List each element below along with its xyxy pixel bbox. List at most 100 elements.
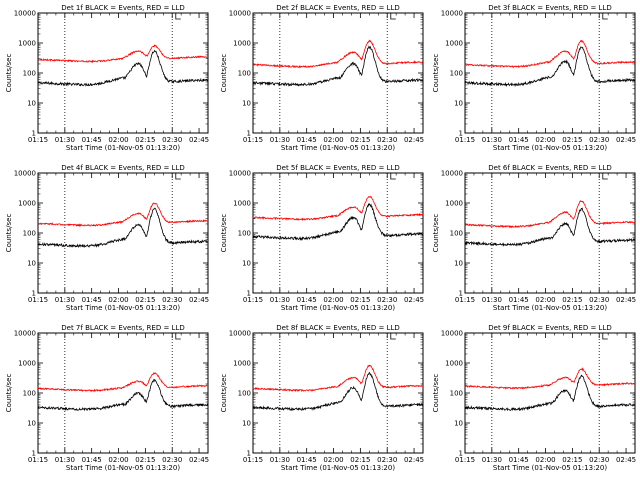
panel-title: Det 2f BLACK = Events, RED = LLD	[276, 4, 399, 12]
x-tick-label: 02:30	[377, 456, 397, 464]
x-tick-label: 01:45	[82, 136, 102, 144]
y-tick-label: 100	[238, 230, 251, 238]
y-tick-label: 10	[27, 260, 36, 268]
x-tick-label: 02:45	[189, 296, 209, 304]
detector-panel-8: Det 8f BLACK = Events, RED = LLD 01:15 01:…	[220, 324, 424, 472]
lld-series-line	[464, 367, 636, 390]
y-tick-label: 1	[247, 290, 251, 298]
plot-frame	[464, 12, 636, 134]
x-tick-label: 02:30	[162, 136, 182, 144]
x-tick-label: 01:30	[55, 136, 75, 144]
panel-title: Det 4f BLACK = Events, RED = LLD	[61, 164, 184, 172]
y-axis-label: Counts/sec	[5, 54, 13, 93]
y-tick-label: 100	[450, 390, 463, 398]
x-tick-label: 02:15	[135, 456, 155, 464]
x-tick-label: 01:45	[509, 456, 529, 464]
y-tick-label: 10	[454, 100, 463, 108]
y-tick-label: 100	[23, 230, 36, 238]
L-marker	[390, 13, 396, 20]
x-tick-label: 02:30	[589, 296, 609, 304]
x-tick-label: 02:15	[350, 136, 370, 144]
detector-panel-5: Det 5f BLACK = Events, RED = LLD 01:15 01:…	[220, 164, 424, 312]
y-tick-label: 1000	[445, 40, 463, 48]
x-tick-label: 01:15	[243, 296, 263, 304]
events-series-line	[252, 371, 424, 412]
panel-title: Det 1f BLACK = Events, RED = LLD	[61, 4, 184, 12]
detector-panel-6: Det 6f BLACK = Events, RED = LLD 01:15 01:…	[432, 164, 636, 312]
y-tick-label: 1	[459, 450, 463, 458]
panel-title: Det 3f BLACK = Events, RED = LLD	[488, 4, 611, 12]
detector-panel-2: Det 2f BLACK = Events, RED = LLD 01:15 01:…	[220, 4, 424, 152]
y-tick-label: 1000	[233, 40, 251, 48]
plot-frame	[464, 332, 636, 454]
x-tick-label: 01:45	[297, 456, 317, 464]
y-tick-label: 100	[450, 70, 463, 78]
L-marker	[602, 173, 608, 180]
x-tick-label: 01:15	[28, 136, 48, 144]
y-axis-label: Counts/sec	[432, 214, 440, 253]
x-tick-label: 01:15	[455, 456, 475, 464]
plot-frame	[37, 172, 209, 294]
y-tick-label: 10	[27, 100, 36, 108]
x-tick-label: 01:45	[82, 456, 102, 464]
events-series-line	[464, 207, 636, 247]
panel-title: Det 9f BLACK = Events, RED = LLD	[488, 324, 611, 332]
lld-series-line	[252, 195, 424, 222]
events-series-line	[465, 46, 636, 88]
y-tick-label: 1000	[233, 200, 251, 208]
x-tick-label: 02:15	[135, 296, 155, 304]
x-axis-label: Start Time (01-Nov-05 01:13:20)	[281, 464, 395, 472]
x-tick-label: 02:00	[108, 136, 128, 144]
y-tick-label: 10	[242, 420, 251, 428]
y-tick-label: 10000	[441, 10, 463, 18]
y-tick-label: 10000	[229, 10, 251, 18]
L-marker	[175, 13, 181, 20]
detector-panel-4: Det 4f BLACK = Events, RED = LLD 01:15 01:…	[5, 164, 209, 312]
y-tick-label: 1000	[233, 360, 251, 368]
x-tick-label: 02:30	[589, 136, 609, 144]
lld-series-line	[252, 39, 424, 69]
y-tick-label: 10	[27, 420, 36, 428]
events-series-line	[252, 202, 423, 241]
x-tick-label: 01:30	[270, 296, 290, 304]
y-tick-label: 10	[242, 100, 251, 108]
x-tick-label: 02:30	[162, 456, 182, 464]
panel-title: Det 6f BLACK = Events, RED = LLD	[488, 164, 611, 172]
y-tick-label: 1000	[445, 200, 463, 208]
y-tick-label: 10000	[229, 330, 251, 338]
panel-title: Det 7f BLACK = Events, RED = LLD	[61, 324, 184, 332]
x-tick-label: 01:15	[243, 456, 263, 464]
plot-frame	[252, 332, 424, 454]
x-tick-label: 01:45	[297, 136, 317, 144]
y-tick-label: 1	[32, 450, 36, 458]
x-tick-label: 02:45	[404, 296, 424, 304]
y-tick-label: 1000	[18, 360, 36, 368]
y-axis-label: Counts/sec	[5, 214, 13, 253]
x-tick-label: 01:45	[297, 296, 317, 304]
y-tick-label: 1000	[18, 200, 36, 208]
x-tick-label: 01:15	[28, 456, 48, 464]
y-axis-label: Counts/sec	[5, 374, 13, 413]
x-axis-label: Start Time (01-Nov-05 01:13:20)	[281, 144, 395, 152]
y-tick-label: 10000	[14, 170, 36, 178]
plot-frame	[252, 172, 424, 294]
x-tick-label: 02:45	[189, 136, 209, 144]
events-series-line	[37, 207, 209, 249]
L-marker	[602, 13, 608, 20]
x-axis-label: Start Time (01-Nov-05 01:13:20)	[493, 464, 607, 472]
x-tick-label: 01:30	[270, 456, 290, 464]
x-tick-label: 02:45	[404, 136, 424, 144]
y-tick-label: 10000	[14, 10, 36, 18]
events-series-line	[464, 374, 636, 412]
x-axis-label: Start Time (01-Nov-05 01:13:20)	[493, 144, 607, 152]
x-tick-label: 02:00	[108, 296, 128, 304]
lld-series-line	[37, 202, 208, 228]
x-tick-label: 02:15	[562, 136, 582, 144]
y-tick-label: 100	[238, 70, 251, 78]
x-tick-label: 02:30	[377, 296, 397, 304]
x-tick-label: 02:15	[135, 136, 155, 144]
events-series-line	[252, 45, 424, 87]
y-tick-label: 10	[242, 260, 251, 268]
x-tick-label: 01:30	[482, 136, 502, 144]
y-tick-label: 1	[247, 450, 251, 458]
